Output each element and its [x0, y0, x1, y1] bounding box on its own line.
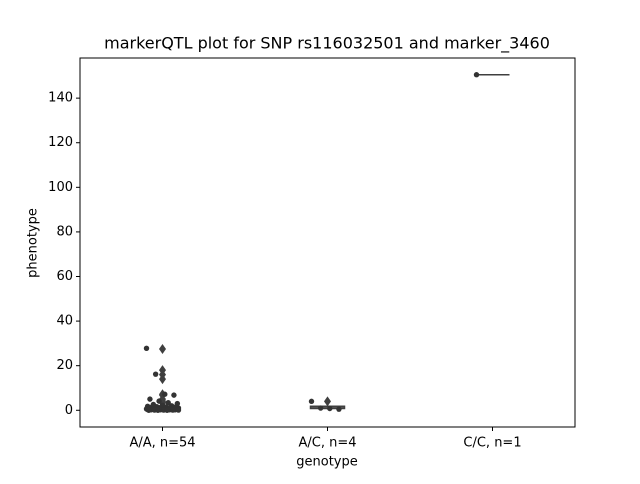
point	[162, 391, 168, 397]
x-tick-label: C/C, n=1	[463, 436, 521, 451]
y-tick-label: 0	[65, 403, 73, 418]
y-tick-label: 100	[48, 180, 73, 195]
x-axis-label: genotype	[296, 455, 357, 470]
point	[170, 407, 176, 413]
flier	[159, 343, 166, 354]
y-axis-label: phenotype	[26, 208, 41, 278]
y-tick-label: 20	[56, 358, 73, 373]
point	[165, 399, 171, 406]
y-tick-label: 60	[56, 269, 73, 284]
chart-title: markerQTL plot for SNP rs116032501 and m…	[104, 34, 550, 54]
y-tick-label: 40	[56, 314, 73, 329]
point	[146, 407, 152, 413]
point	[327, 405, 333, 412]
point	[473, 72, 480, 78]
point	[156, 398, 162, 404]
point	[317, 405, 324, 411]
point	[152, 371, 159, 377]
y-tick-label: 120	[48, 135, 73, 150]
point	[164, 407, 170, 413]
point	[308, 398, 315, 405]
point	[155, 407, 161, 413]
flier	[324, 396, 331, 407]
point	[143, 345, 150, 351]
point	[147, 396, 153, 402]
x-tick-label: A/A, n=54	[129, 436, 195, 451]
point	[171, 392, 177, 398]
y-tick-label: 80	[56, 224, 73, 239]
point	[175, 407, 182, 413]
x-tick-label: A/C, n=4	[298, 436, 356, 451]
flier	[159, 374, 166, 385]
point	[336, 406, 342, 412]
plot-frame	[79, 57, 576, 428]
y-tick-label: 140	[48, 91, 73, 106]
